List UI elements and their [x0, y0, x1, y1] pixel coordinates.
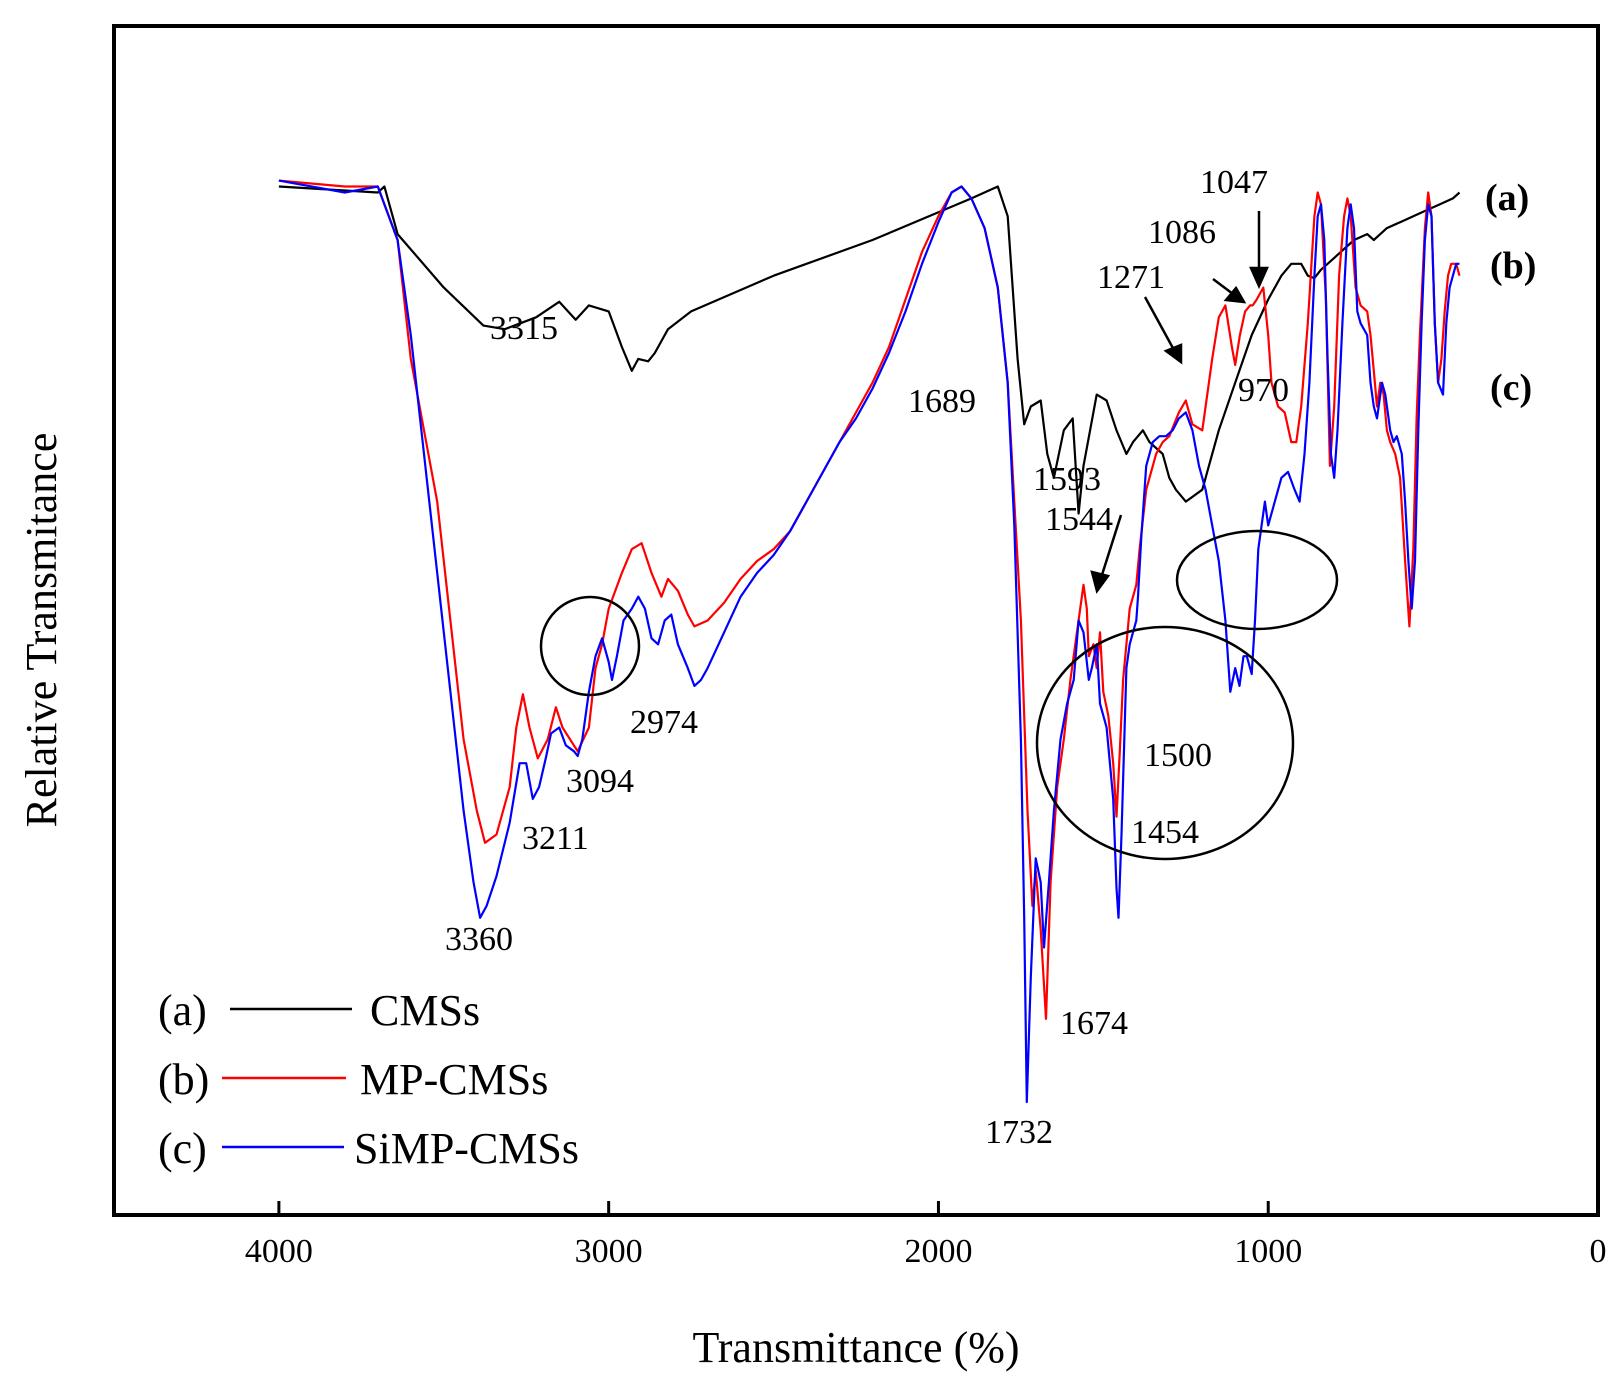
- legend: (a) CMSs (b) MP-CMSs (c) SiMP-CMSs: [158, 986, 579, 1173]
- arrow-1271-head: [1163, 343, 1183, 365]
- legend-key-a: (a): [158, 986, 207, 1035]
- series-line-b: [278, 179, 1461, 1020]
- peak-label-1689: 1689: [908, 383, 976, 420]
- legend-label-b: MP-CMSs: [360, 1055, 548, 1104]
- series-tag-b: (b): [1490, 245, 1536, 287]
- x-axis-ticks: 4000 3000 2000 1000 0: [245, 1201, 1607, 1270]
- series-line-a: [278, 185, 1461, 515]
- x-tick-label-2000: 2000: [904, 1233, 972, 1270]
- x-axis-title: Transmittance (%): [692, 1323, 1019, 1372]
- x-tick-label-0: 0: [1590, 1233, 1607, 1270]
- peak-label-1674: 1674: [1060, 1005, 1128, 1042]
- peak-label-1271: 1271: [1097, 259, 1165, 296]
- peak-label-3315: 3315: [490, 310, 558, 347]
- x-tick-label-3000: 3000: [575, 1233, 643, 1270]
- legend-key-b: (b): [158, 1055, 209, 1104]
- highlight-circle-2974: [539, 595, 641, 697]
- peak-label-1732: 1732: [985, 1114, 1053, 1151]
- plot-frame: [112, 24, 1600, 1217]
- x-tick-label-1000: 1000: [1234, 1233, 1302, 1270]
- peak-label-1500: 1500: [1144, 737, 1212, 774]
- peak-label-1593: 1593: [1033, 461, 1101, 498]
- highlight-circle-1086: [1175, 529, 1339, 631]
- series-line-c: [278, 179, 1460, 1104]
- legend-item-b: (b) MP-CMSs: [158, 1055, 548, 1104]
- peak-label-1047: 1047: [1200, 164, 1268, 201]
- peak-label-1454: 1454: [1131, 814, 1199, 851]
- highlight-circle-1500: [1035, 625, 1295, 861]
- series-tag-a: (a): [1485, 177, 1529, 219]
- peak-label-1544: 1544: [1045, 501, 1113, 538]
- peak-label-2974: 2974: [630, 704, 698, 741]
- arrow-1544-head: [1090, 570, 1111, 594]
- peak-label-3360: 3360: [445, 921, 513, 958]
- legend-key-c: (c): [158, 1124, 207, 1173]
- y-axis-title: Relative Transmitance: [17, 433, 66, 828]
- peak-label-3211: 3211: [522, 820, 589, 857]
- series-tag-c: (c): [1490, 367, 1532, 409]
- legend-item-a: (a) CMSs: [158, 986, 480, 1035]
- series-layer: [278, 179, 1461, 1104]
- legend-label-c: SiMP-CMSs: [354, 1124, 579, 1173]
- peak-label-970: 970: [1238, 372, 1289, 409]
- peak-label-1086: 1086: [1148, 214, 1216, 251]
- arrow-1271: [1143, 296, 1176, 351]
- x-tick-label-4000: 4000: [245, 1233, 313, 1270]
- legend-item-c: (c) SiMP-CMSs: [158, 1124, 579, 1173]
- arrow-1544: [1099, 514, 1123, 579]
- annotation-arrows: [1090, 211, 1269, 594]
- peak-label-3094: 3094: [566, 763, 634, 800]
- arrow-1086-head: [1223, 285, 1247, 304]
- arrow-1086: [1212, 278, 1234, 295]
- arrow-1047-head: [1249, 266, 1269, 290]
- legend-label-a: CMSs: [370, 986, 480, 1035]
